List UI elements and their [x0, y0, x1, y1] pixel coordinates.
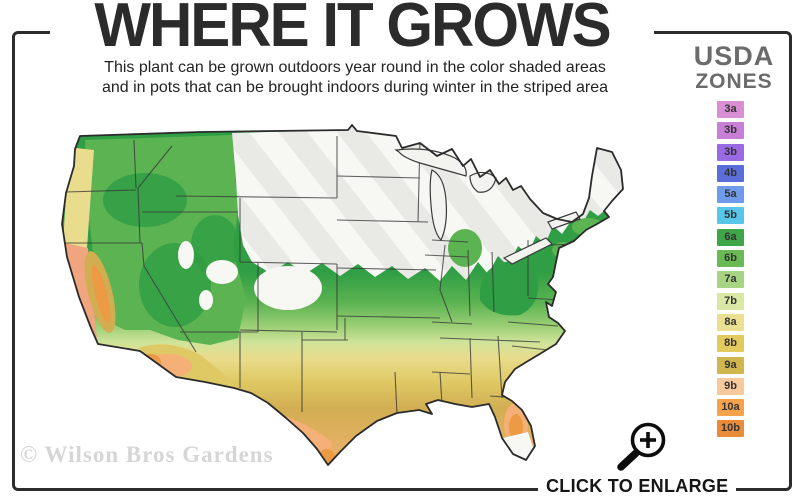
zone-chip-4b: 4b [717, 164, 744, 182]
figure-subtitle: This plant can be grown outdoors year ro… [60, 58, 650, 98]
striped-region [232, 125, 623, 281]
usda-zones-heading: USDA ZONES [686, 42, 782, 94]
zone-chip-7b: 7b [717, 292, 744, 310]
magnifier-icon[interactable] [612, 414, 672, 474]
click-to-enlarge-label[interactable]: CLICK TO ENLARGE [538, 476, 737, 496]
figure-title: WHERE IT GROWS [50, 0, 654, 58]
usa-outline [61, 124, 624, 466]
zone-chip-3b: 3b [717, 122, 744, 140]
zone-chip-5a: 5a [717, 186, 744, 204]
zone-chip-3b: 3b [717, 143, 744, 161]
zone-chip-5b: 5b [717, 207, 744, 225]
zone-chip-7a: 7a [717, 271, 744, 289]
subtitle-line-2: and in pots that can be brought indoors … [101, 79, 609, 96]
great-lakes [394, 148, 581, 265]
zone-chip-6a: 6a [717, 228, 744, 246]
watermark: © Wilson Bros Gardens [20, 442, 274, 467]
zone-chip-8b: 8b [717, 335, 744, 353]
zones-label: ZONES [695, 70, 773, 93]
subtitle-line-1: This plant can be grown outdoors year ro… [104, 59, 606, 76]
zone-chip-8a: 8a [717, 313, 744, 331]
zone-chip-3a: 3a [717, 101, 744, 118]
zone-chip-9b: 9b [717, 377, 744, 395]
state-borders [63, 136, 576, 415]
zone-chip-6b: 6b [717, 250, 744, 268]
zone-legend: 3a 3b 3b 4b 5a 5b 6a 6b 7a 7b 8a 8b 9a 9b 10a 10b [717, 101, 744, 438]
zone-chip-9a: 9a [717, 356, 744, 374]
zone-chip-10a: 10a [717, 399, 744, 417]
zone-chip-10b: 10b [717, 420, 744, 438]
usda-label: USDA [693, 41, 775, 71]
